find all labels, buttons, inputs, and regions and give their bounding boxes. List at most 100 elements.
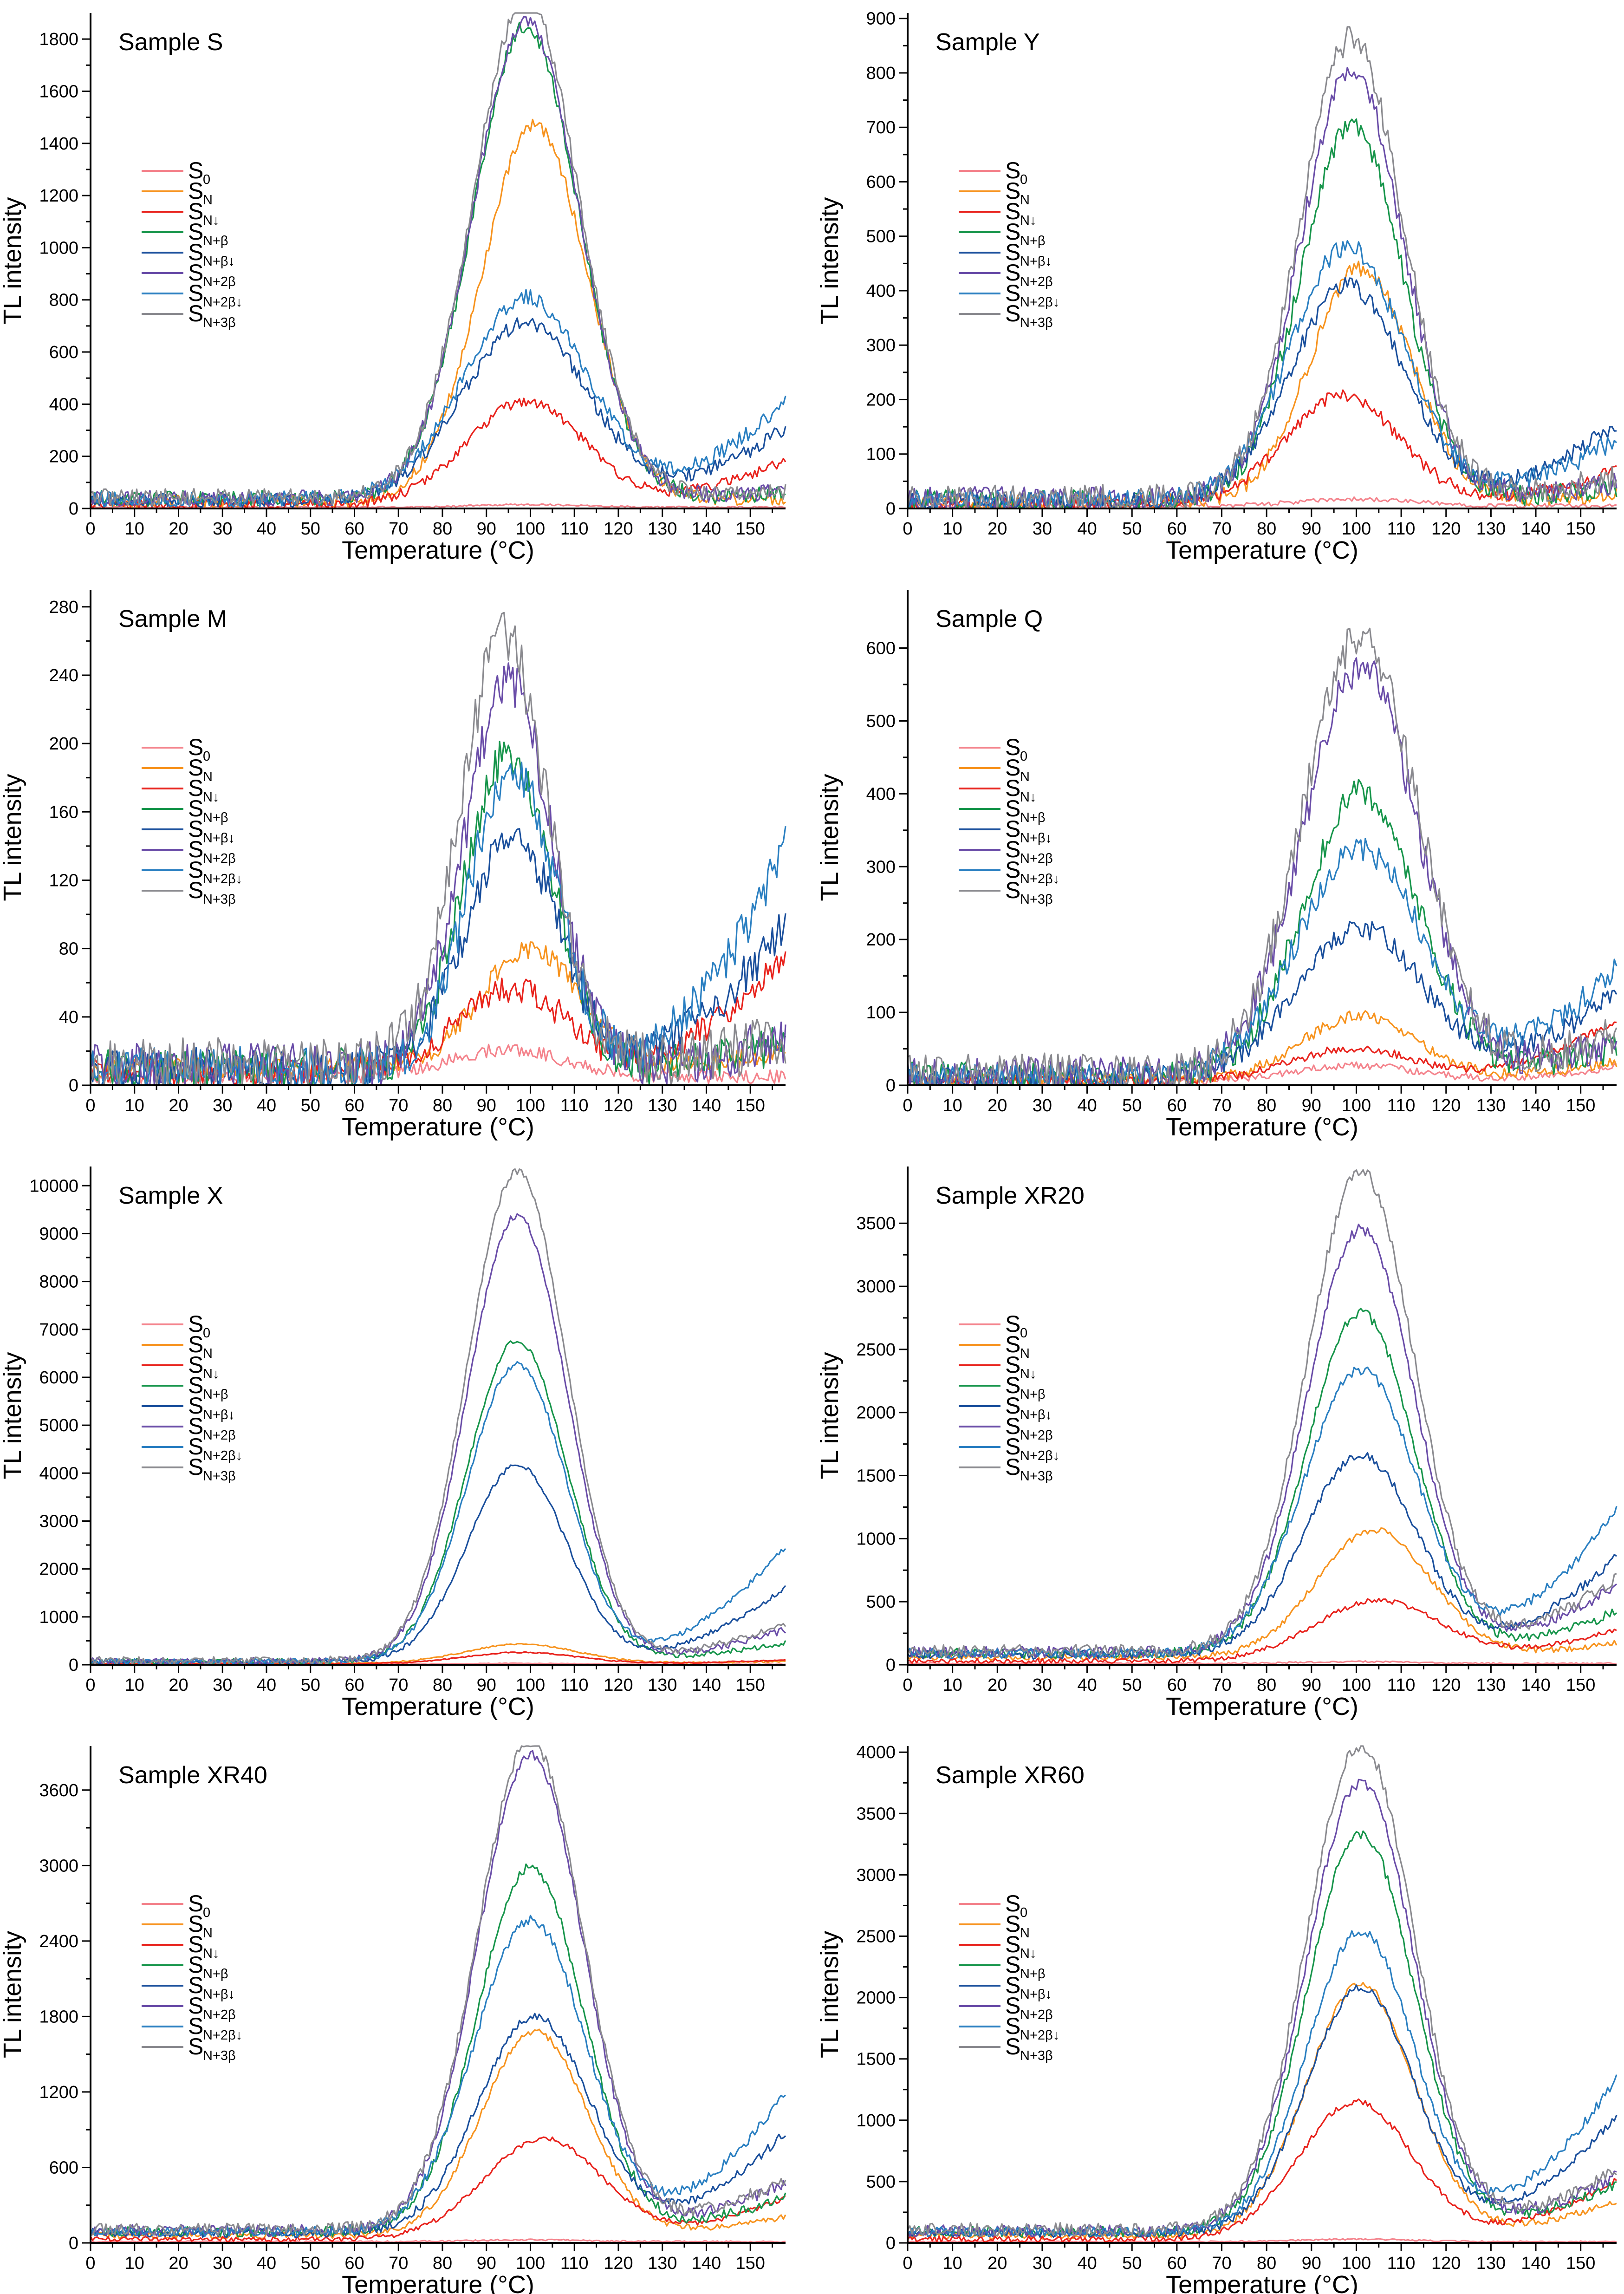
x-tick-label: 10 [125, 2254, 144, 2273]
y-tick-label: 200 [866, 930, 896, 950]
x-tick-label: 70 [1212, 2254, 1231, 2273]
x-tick-label: 90 [1302, 2254, 1321, 2273]
x-tick-label: 60 [1167, 1096, 1187, 1115]
x-tick-label: 140 [1521, 2254, 1550, 2273]
x-tick-label: 100 [1342, 1096, 1371, 1115]
y-tick-label: 1500 [856, 1466, 896, 1486]
y-tick-label: 1000 [39, 238, 78, 258]
legend-subscript-sn2bd: N+2β↓ [1020, 872, 1059, 886]
legend-label-snb: S [1005, 1372, 1020, 1398]
y-tick-label: 400 [866, 784, 896, 804]
panel-title: Sample XR40 [118, 1762, 267, 1789]
legend-label-sn: S [1005, 1911, 1020, 1937]
legend-label-sn: S [1005, 178, 1020, 204]
legend-label-sn3b: S [1005, 300, 1020, 326]
chart-panel-7: 0 10 20 30 40 50 60 70 80 90 100 110 120 130 140 150 0 60… [0, 1745, 786, 2294]
x-tick-label: 100 [1342, 519, 1371, 539]
y-axis-title: TL intensity [816, 1931, 844, 2058]
x-tick-label: 10 [943, 2254, 962, 2273]
y-tick-label: 3000 [856, 1277, 896, 1297]
panel-title: Sample X [118, 1182, 223, 1209]
x-tick-label: 60 [344, 1096, 364, 1115]
legend-subscript-sn: N [1020, 1926, 1030, 1941]
x-tick-label: 40 [257, 1096, 276, 1115]
y-tick-label: 3500 [856, 1214, 896, 1233]
y-tick-label: 800 [866, 64, 896, 83]
legend-subscript-snb: N+β [203, 1387, 228, 1402]
y-tick-label: 2500 [856, 1927, 896, 1947]
y-tick-label: 120 [49, 871, 78, 890]
legend-subscript-snb: N+β [1020, 1967, 1046, 1981]
series-line-snd [907, 2098, 1618, 2243]
y-tick-label: 4000 [856, 1743, 896, 1762]
y-tick-label: 600 [49, 2158, 78, 2177]
legend-label-sn: S [1005, 1331, 1020, 1357]
y-tick-label: 1000 [39, 1608, 78, 1627]
legend-label-snd: S [1005, 775, 1020, 801]
y-tick-label: 900 [866, 9, 896, 29]
y-tick-label: 280 [49, 598, 78, 617]
legend-label-snbd: S [1005, 1972, 1020, 1998]
x-tick-label: 90 [1302, 1096, 1321, 1115]
x-tick-label: 110 [560, 2254, 589, 2273]
x-tick-label: 130 [1476, 2254, 1506, 2273]
y-tick-label: 0 [69, 499, 78, 519]
y-tick-label: 1800 [39, 30, 78, 49]
legend-subscript-snb: N+β [203, 1967, 228, 1981]
legend-subscript-sn: N [203, 769, 213, 784]
x-tick-label: 60 [344, 519, 364, 539]
legend-subscript-snd: N↓ [1020, 1367, 1036, 1382]
x-axis-title: Temperature (°C) [342, 1693, 534, 1720]
legend-label-sn: S [188, 755, 203, 781]
legend-subscript-snbd: N+β↓ [1020, 1987, 1052, 2002]
y-axis-title: TL intensity [0, 1931, 26, 2058]
legend-label-snd: S [188, 775, 203, 801]
legend-subscript-snbd: N+β↓ [203, 1408, 235, 1422]
x-tick-label: 130 [648, 2254, 677, 2273]
legend-label-sn2b: S [188, 260, 203, 286]
chart-panel-1: 0 10 20 30 40 50 60 70 80 90 100 110 120 130 140 150 0 20… [0, 12, 786, 564]
x-tick-label: 100 [1342, 2254, 1371, 2273]
x-tick-label: 50 [1122, 2254, 1142, 2273]
legend-subscript-snd: N↓ [203, 1946, 219, 1961]
y-tick-label: 0 [69, 1655, 78, 1675]
legend-label-sn2b: S [1005, 1993, 1020, 2019]
x-tick-label: 30 [1033, 519, 1052, 539]
legend-subscript-sn3b: N+3β [1020, 1469, 1053, 1484]
panel-title: Sample Q [935, 606, 1043, 632]
y-tick-label: 200 [49, 447, 78, 467]
y-tick-label: 0 [69, 1076, 78, 1095]
x-tick-label: 120 [1431, 2254, 1461, 2273]
legend-subscript-snd: N↓ [203, 213, 219, 228]
x-tick-label: 140 [692, 519, 721, 539]
x-tick-label: 50 [301, 1675, 320, 1695]
legend-label-sn3b: S [1005, 2033, 1020, 2059]
y-tick-label: 0 [69, 2234, 78, 2253]
x-tick-label: 130 [1476, 1096, 1506, 1115]
y-tick-label: 0 [886, 1076, 896, 1095]
series-line-sn [907, 1527, 1618, 1661]
y-tick-label: 240 [49, 666, 78, 685]
x-axis-title: Temperature (°C) [1166, 536, 1358, 564]
y-tick-label: 3000 [39, 1856, 78, 1876]
y-tick-label: 1400 [39, 134, 78, 154]
legend-label-sn2bd: S [1005, 2013, 1020, 2039]
legend-label-snbd: S [188, 239, 203, 265]
legend-label-snd: S [188, 1931, 203, 1957]
y-axis-title: TL intensity [816, 197, 844, 324]
y-tick-label: 2000 [856, 1988, 896, 2008]
y-axis-title: TL intensity [0, 197, 26, 324]
y-tick-label: 7000 [39, 1320, 78, 1340]
x-tick-label: 110 [1387, 519, 1416, 539]
legend-subscript-snd: N↓ [1020, 213, 1036, 228]
legend-subscript-snb: N+β [1020, 1387, 1046, 1402]
x-tick-label: 50 [301, 1096, 320, 1115]
legend-label-sn: S [188, 178, 203, 204]
x-tick-label: 70 [1212, 519, 1231, 539]
legend-label-s0: S [188, 1890, 203, 1916]
legend-subscript-sn3b: N+3β [203, 2048, 236, 2063]
